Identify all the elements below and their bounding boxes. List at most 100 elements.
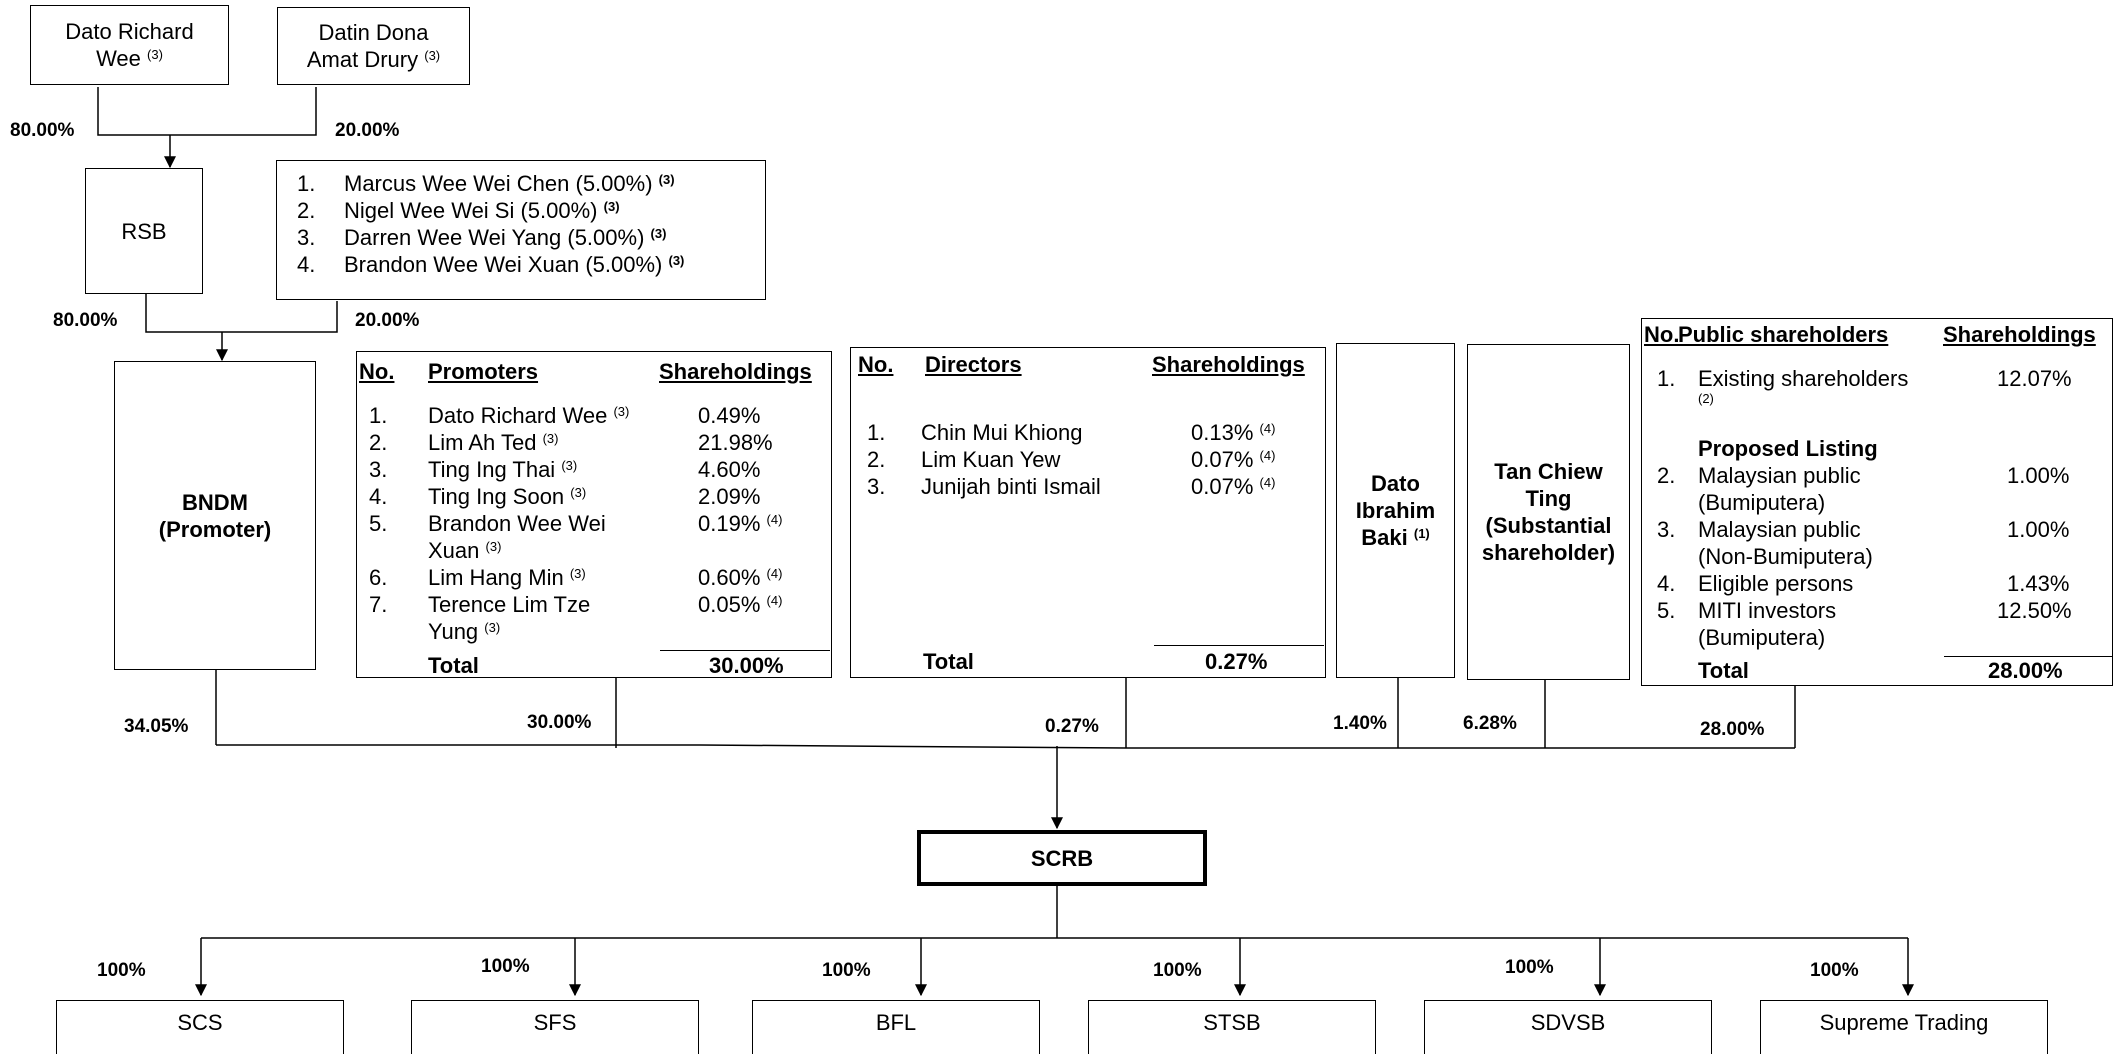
director-row-share-value: 0.13% <box>1191 420 1254 445</box>
directors-table: No. Directors Shareholdings 1. Chin Mui K… <box>850 347 1326 678</box>
promoter-row-name-cont-text: Yung <box>428 619 479 644</box>
public-row-no: 3. <box>1657 517 1676 542</box>
promoter-row-share-value: 0.19% <box>698 511 761 536</box>
public-row-name: MITI investors <box>1698 598 1837 623</box>
public-total-label: Total <box>1698 658 1749 683</box>
promoter-row-name-text: Lim Hang Min <box>428 565 564 590</box>
promoter-row-no: 2. <box>369 430 388 455</box>
promoter-row-no: 1. <box>369 403 388 428</box>
promoters-table: No. Promoters Shareholdings 1. Dato Richa… <box>356 351 832 678</box>
directors-total-value: 0.27% <box>1205 649 1268 674</box>
family-box: 1. Marcus Wee Wei Chen (5.00%) (3) 2. Nigel… <box>276 160 766 300</box>
public-header-share: Shareholdings <box>1943 322 2096 347</box>
family-item-no: 2. <box>297 198 316 223</box>
director-row-share-value: 0.07% <box>1191 447 1254 472</box>
promoter-row-name-text: Brandon Wee Wei <box>428 511 606 536</box>
pct-subsidiary: 100% <box>481 956 530 977</box>
subsidiary-box: SFS <box>411 1000 699 1054</box>
public-row-name: Eligible persons <box>1698 571 1854 596</box>
subsidiary-box: SDVSB <box>1424 1000 1712 1054</box>
pct-family-bndm: 20.00% <box>355 310 420 331</box>
promoter-row-no: 5. <box>369 511 388 536</box>
public-row-sup: (2) <box>1698 391 1714 406</box>
promoter-row-name: Lim Hang Min (3) <box>428 564 586 591</box>
director-row-share: 0.07% (4) <box>1191 473 1275 500</box>
subsidiary-box: STSB <box>1088 1000 1376 1054</box>
scrb-box: SCRB <box>917 830 1207 886</box>
family-item: 4. Brandon Wee Wei Xuan (5.00%) (3) <box>297 251 684 278</box>
family-item-name: Brandon Wee Wei Xuan (5.00%) <box>344 252 663 277</box>
promoter-row-share-value: 0.49% <box>698 403 761 428</box>
pct-rsb-bndm: 80.00% <box>53 310 118 331</box>
pct-dona-rsb: 20.00% <box>335 120 400 141</box>
pct-subsidiary: 100% <box>1153 960 1202 981</box>
family-item: 3. Darren Wee Wei Yang (5.00%) (3) <box>297 224 684 251</box>
director-row-name: Junijah binti Ismail <box>921 474 1101 499</box>
promoter-row-share-sup: (4) <box>766 512 783 527</box>
family-item-name: Darren Wee Wei Yang (5.00%) <box>344 225 645 250</box>
director-row-no: 2. <box>867 447 886 472</box>
promoters-total-value: 30.00% <box>709 653 784 678</box>
promoter-row-name-sup: (3) <box>570 485 587 500</box>
pct-richard-rsb: 80.00% <box>10 120 75 141</box>
promoter-row-name-text: Terence Lim Tze <box>428 592 591 617</box>
tan-box: Tan Chiew Ting (Substantial shareholder) <box>1467 344 1630 680</box>
public-row-no: 1. <box>1657 366 1676 391</box>
public-row-name-cont: (Non-Bumiputera) <box>1698 544 1873 569</box>
public-row-share: 12.50% <box>1997 598 2072 623</box>
promoters-header-name: Promoters <box>428 359 539 384</box>
promoters-header-share: Shareholdings <box>659 359 812 384</box>
pct-directors-scrb: 0.27% <box>1045 716 1099 737</box>
directors-total-label: Total <box>923 649 974 674</box>
family-item-no: 4. <box>297 252 316 277</box>
family-item-sup: (3) <box>668 253 685 268</box>
line-rsb-bndm <box>145 294 338 333</box>
directors-header-name: Directors <box>925 352 1022 377</box>
promoter-row-name: Ting Ing Thai (3) <box>428 456 577 483</box>
pct-subsidiary: 100% <box>1505 957 1554 978</box>
subsidiary-name: SDVSB <box>1530 1010 1606 1035</box>
public-row-name: Malaysian public <box>1698 463 1861 488</box>
pct-promoters-scrb: 30.00% <box>527 712 592 733</box>
family-item: 2. Nigel Wee Wei Si (5.00%) (3) <box>297 197 684 224</box>
pct-ibrahim-scrb: 1.40% <box>1333 713 1387 734</box>
director-row-no: 3. <box>867 474 886 499</box>
promoter-row-name-cont-text: Xuan <box>428 538 480 563</box>
promoter-row-name-text: Lim Ah Ted <box>428 430 537 455</box>
director-row-name: Lim Kuan Yew <box>921 447 1061 472</box>
subsidiary-box: BFL <box>752 1000 1040 1054</box>
family-item-no: 3. <box>297 225 316 250</box>
promoter-row-share-sup: (4) <box>766 566 783 581</box>
subsidiary-name: BFL <box>875 1010 917 1035</box>
promoter-row-share-value: 0.05% <box>698 592 761 617</box>
directors-header-share: Shareholdings <box>1152 352 1305 377</box>
promoter-row-name-text: Ting Ing Thai <box>428 457 556 482</box>
subsidiary-name: SFS <box>533 1010 577 1035</box>
pct-subsidiary: 100% <box>822 960 871 981</box>
promoter-row-no: 4. <box>369 484 388 509</box>
owner-richard-box: Dato Richard Wee (3) <box>30 5 229 85</box>
public-proposed-listing: Proposed Listing <box>1698 436 1878 461</box>
promoter-row-name-cont-sup: (3) <box>485 539 502 554</box>
public-row-name: Existing shareholders <box>1698 366 1909 391</box>
family-item-name: Nigel Wee Wei Si (5.00%) <box>344 198 598 223</box>
director-row-share-sup: (4) <box>1259 475 1276 490</box>
promoter-row-name-sup: (3) <box>613 404 630 419</box>
director-row-share: 0.07% (4) <box>1191 446 1275 473</box>
public-row-name-cont: (Bumiputera) <box>1698 625 1826 650</box>
subsidiary-name: STSB <box>1203 1010 1261 1035</box>
promoter-row-share-value: 4.60% <box>698 457 761 482</box>
promoter-row-name-text: Ting Ing Soon <box>428 484 565 509</box>
family-item-sup: (3) <box>650 226 667 241</box>
director-row-share: 0.13% (4) <box>1191 419 1275 446</box>
promoter-row-share-sup: (4) <box>766 593 783 608</box>
promoter-row-no: 3. <box>369 457 388 482</box>
public-row-name-cont: (Bumiputera) <box>1698 490 1826 515</box>
promoter-row-share: 0.60% (4) <box>698 564 782 591</box>
promoter-row-name-cont: Yung (3) <box>428 618 500 645</box>
promoter-row-name: Ting Ing Soon (3) <box>428 483 586 510</box>
public-table: No. Public shareholders Shareholdings 1.… <box>1641 318 2113 686</box>
promoters-header-no: No. <box>359 359 395 384</box>
pct-tan-scrb: 6.28% <box>1463 713 1517 734</box>
